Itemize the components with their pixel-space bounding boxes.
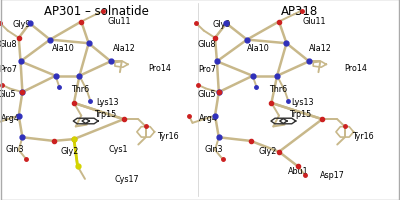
Text: Trp15: Trp15	[289, 110, 311, 118]
Text: Cys1: Cys1	[108, 145, 128, 153]
Text: Ala12: Ala12	[308, 44, 332, 52]
Text: Arg4: Arg4	[199, 114, 218, 122]
Text: Abu1: Abu1	[288, 167, 308, 175]
Text: Glu8: Glu8	[198, 40, 216, 48]
Text: Gly2: Gly2	[259, 147, 277, 155]
Text: Thr6: Thr6	[71, 85, 89, 93]
Text: Trp15: Trp15	[94, 110, 116, 118]
Text: Glu5: Glu5	[197, 90, 216, 98]
Text: Pro7: Pro7	[0, 65, 17, 73]
Text: AP318: AP318	[281, 5, 319, 18]
Text: Gly9: Gly9	[13, 20, 31, 28]
Text: Pro14: Pro14	[344, 64, 367, 72]
Text: Ala10: Ala10	[247, 44, 269, 52]
Text: Ala10: Ala10	[52, 44, 74, 52]
Text: Glu8: Glu8	[0, 40, 17, 48]
Text: Glu11: Glu11	[108, 17, 131, 25]
Text: Pro14: Pro14	[148, 64, 172, 72]
Text: Pro7: Pro7	[198, 65, 216, 73]
Text: Gly9: Gly9	[213, 20, 231, 28]
Text: Gly2: Gly2	[61, 147, 79, 155]
Text: Thr6: Thr6	[269, 85, 287, 93]
Text: Glu5: Glu5	[0, 90, 16, 98]
Text: Gln3: Gln3	[6, 145, 24, 153]
Text: Ala12: Ala12	[112, 44, 136, 52]
Text: Tyr16: Tyr16	[352, 132, 374, 140]
Text: Lys13: Lys13	[96, 98, 118, 106]
Text: Glu11: Glu11	[302, 17, 326, 25]
Text: Asp17: Asp17	[320, 171, 344, 179]
Text: Lys13: Lys13	[292, 98, 314, 106]
Text: Cys17: Cys17	[115, 175, 140, 183]
Text: Arg4: Arg4	[0, 114, 20, 122]
Text: Gln3: Gln3	[205, 145, 223, 153]
Text: AP301 – solnatide: AP301 – solnatide	[44, 5, 148, 18]
Text: Tyr16: Tyr16	[157, 132, 179, 140]
